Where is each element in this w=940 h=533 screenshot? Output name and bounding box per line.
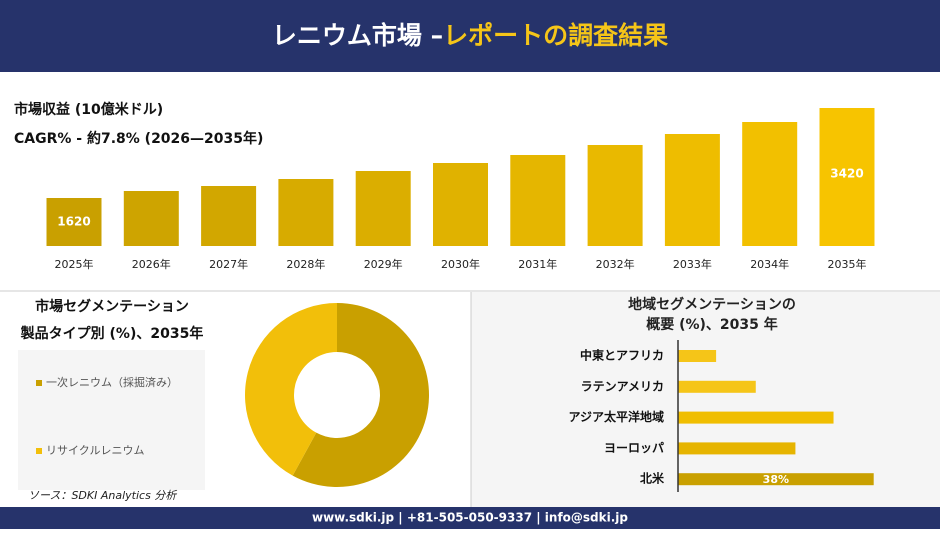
x-tick-label: 2026年 [132,257,171,271]
x-tick-label: 2034年 [750,257,789,271]
y-tick-label: ラテンアメリカ [581,379,664,393]
chart-subtitle: CAGR% - 約7.8% (2026—2035年) [14,130,263,147]
data-label: 3420 [830,167,863,181]
bar [678,442,796,455]
bar [355,171,411,246]
pie-slice [245,303,337,476]
y-tick-label: 中東とアフリカ [580,348,664,363]
header-title: レニウム市場 –レポートの調査結果 [272,21,668,50]
bar [123,191,179,246]
chart-title: 地域セグメンテーションの [628,296,796,313]
chart-title: 概要 (%)、2035 年 [646,316,778,333]
bar [510,155,566,246]
chart-subtitle: 製品タイプ別 (%)、2035年 [20,325,204,342]
bar [664,134,720,246]
x-tick-label: 2032年 [596,257,635,271]
x-tick-label: 2028年 [286,257,325,271]
y-tick-label: アジア太平洋地域 [568,409,664,424]
y-tick-label: 北米 [640,471,665,486]
x-tick-label: 2031年 [518,257,557,271]
legend-swatch [36,448,42,454]
bar [278,179,334,246]
legend-label: 一次レニウム（採掘済み） [46,375,178,389]
y-tick-label: ヨーロッパ [604,441,664,455]
bar [46,198,102,246]
source: ソース：SDKI Analytics 分析 [28,489,178,502]
bar [201,186,257,246]
bar [678,473,874,486]
title-accent: レポートの調査結果 [443,21,668,50]
bar [587,145,643,246]
legend-box [18,350,205,490]
x-tick-label: 2030年 [441,257,480,271]
x-tick-label: 2025年 [55,257,94,271]
x-tick-label: 2027年 [209,257,248,271]
legend-label: リサイクルレニウム [46,444,144,457]
footer: www.sdki.jp | +81-505-050-9337 | info@sd… [312,511,628,525]
data-label: 1620 [57,215,90,229]
header-bar [0,0,940,72]
bar [819,108,875,246]
x-tick-label: 2029年 [364,257,403,271]
x-tick-label: 2033年 [673,257,712,271]
bar [742,122,798,246]
footer-bar [0,507,940,529]
bar [678,380,756,393]
bar [678,411,834,424]
bar [433,163,488,246]
chart-title: 市場収益 (10億米ドル) [14,101,163,118]
legend-swatch [36,380,42,386]
x-tick-label: 2035年 [828,257,867,271]
bar [678,350,717,362]
chart-title: 市場セグメンテーション [35,298,189,315]
title-main: レニウム市場 – [272,21,443,50]
data-label: 38% [763,473,789,486]
region-panel [471,292,940,507]
pie-slice [292,302,430,487]
